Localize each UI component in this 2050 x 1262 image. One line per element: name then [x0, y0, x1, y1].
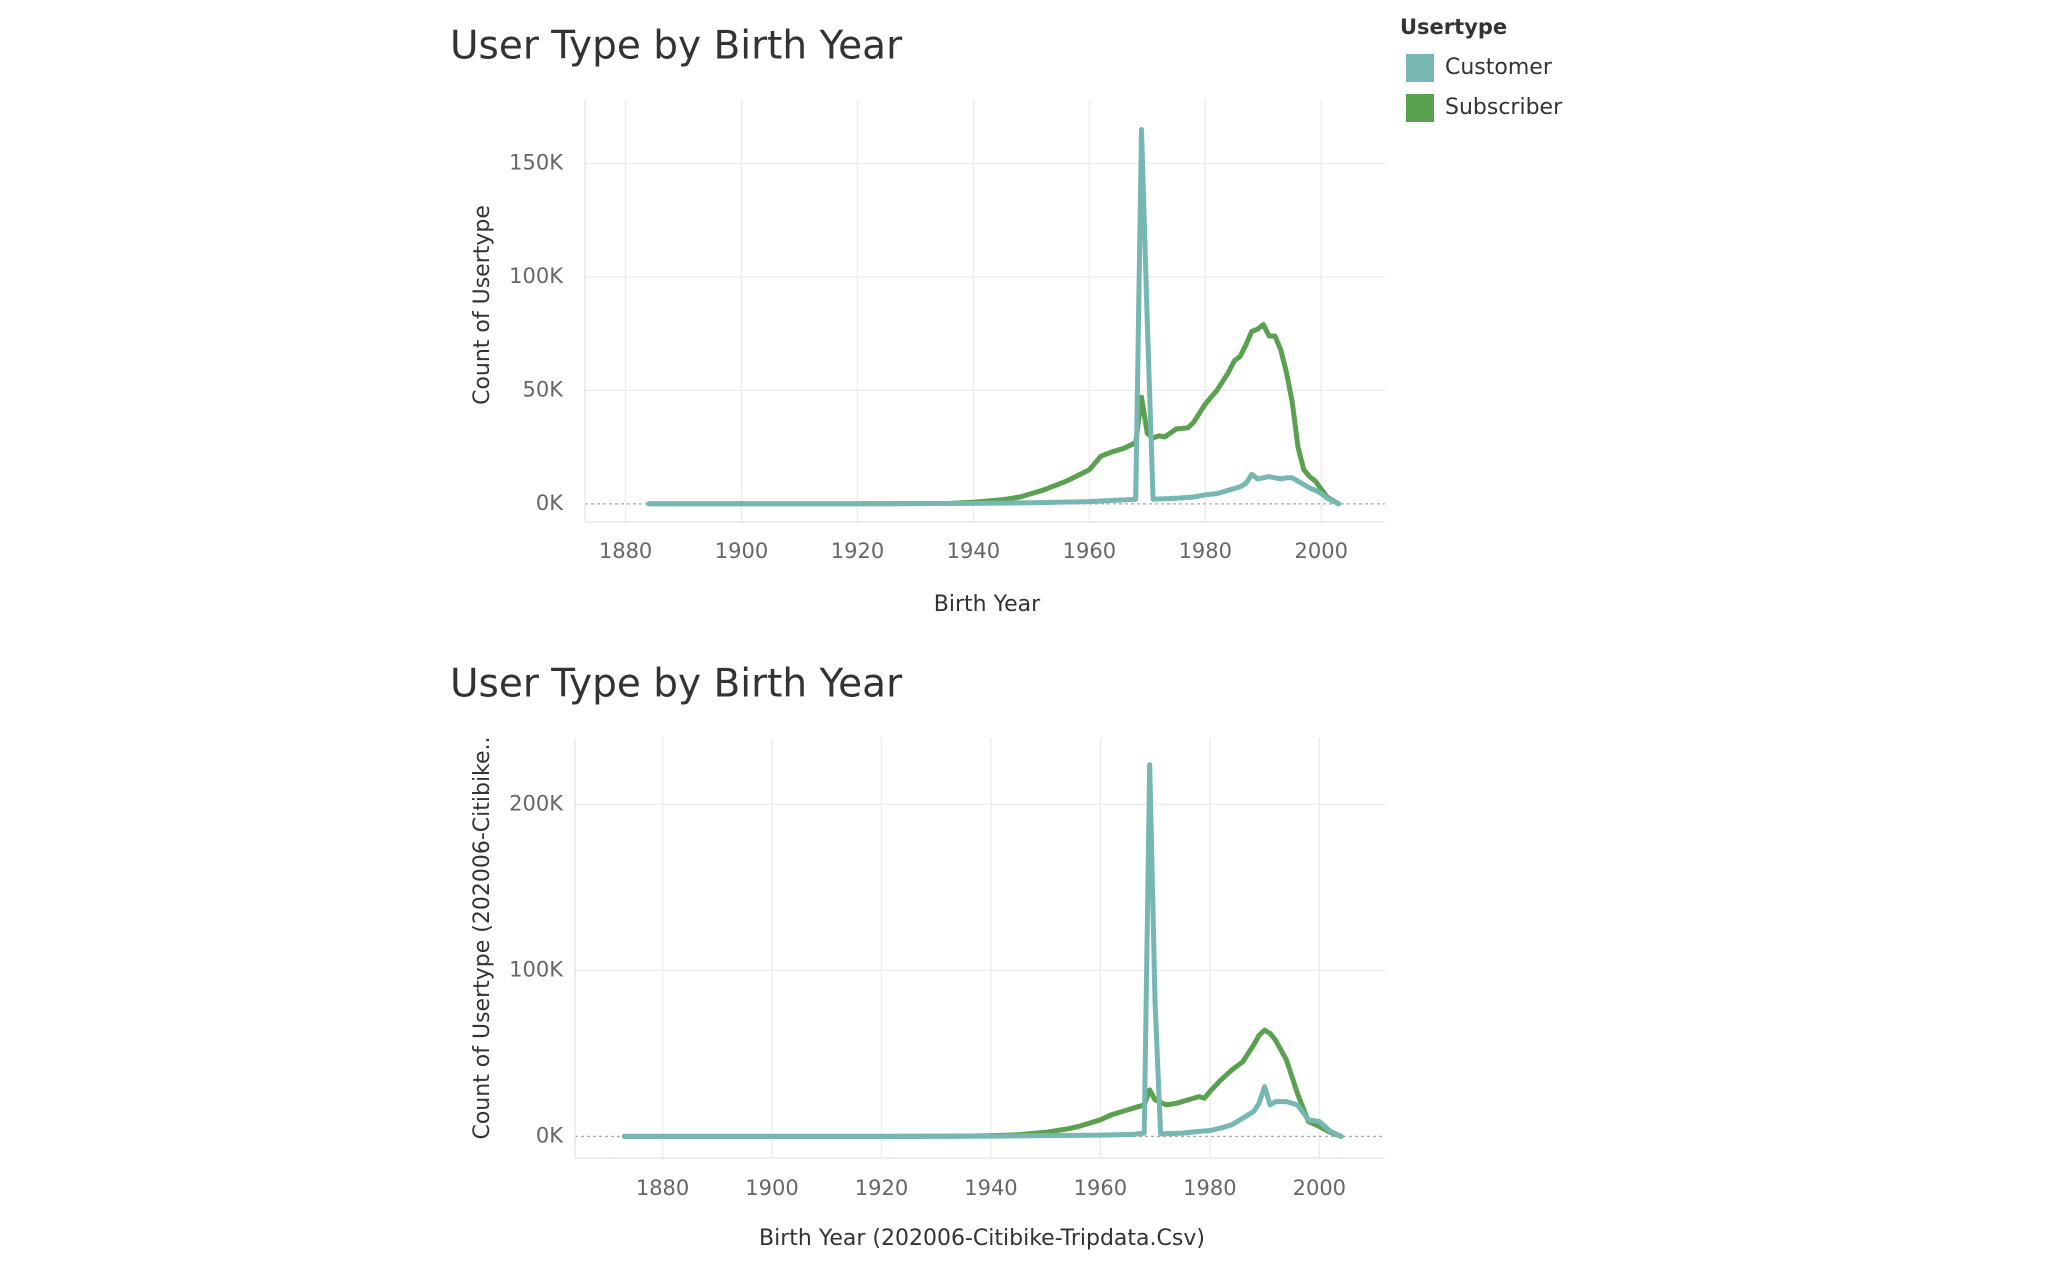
- legend-label-customer: Customer: [1445, 55, 1553, 80]
- y-tick-label: 150K: [509, 151, 564, 175]
- series-line-subscriber: [621, 1027, 1344, 1139]
- legend-swatch-subscriber: [1406, 94, 1434, 122]
- x-tick-label: 1920: [855, 1176, 908, 1200]
- x-axis-title: Birth Year (202006-Citibike-Tripdata.Csv…: [759, 1226, 1205, 1251]
- y-tick-label: 100K: [509, 264, 564, 288]
- y-tick-label: 50K: [523, 377, 565, 401]
- x-tick-label: 1900: [745, 1176, 798, 1200]
- x-tick-label: 1980: [1179, 539, 1232, 563]
- series-line-customer: [646, 127, 1342, 507]
- legend-title: Usertype: [1400, 15, 1507, 39]
- x-tick-label: 2000: [1293, 1176, 1346, 1200]
- x-tick-label: 1920: [831, 539, 884, 563]
- y-axis-title: Count of Usertype: [470, 205, 495, 405]
- chart-user-type-by-birth-year-citibike: User Type by Birth Year 1880 1900 1920 1940 1…: [450, 662, 1385, 1251]
- chart-title: User Type by Birth Year: [450, 662, 903, 707]
- x-tick-label: 1900: [715, 539, 768, 563]
- series-line-subscriber: [646, 322, 1342, 507]
- x-tick-label: 2000: [1295, 539, 1348, 563]
- series-line-customer: [621, 762, 1344, 1139]
- y-tick-label: 0K: [536, 1123, 564, 1147]
- x-tick-label: 1940: [964, 1176, 1017, 1200]
- x-tick-label: 1960: [1063, 539, 1116, 563]
- y-tick-label: 100K: [509, 957, 564, 981]
- chart-user-type-by-birth-year: User Type by Birth Year 1880 1900 1920 1940 1…: [450, 24, 1385, 617]
- legend-swatch-customer: [1406, 54, 1434, 82]
- y-tick-label: 0K: [536, 491, 564, 515]
- x-tick-label: 1960: [1074, 1176, 1127, 1200]
- x-tick-label: 1940: [947, 539, 1000, 563]
- x-tick-label: 1980: [1183, 1176, 1236, 1200]
- y-axis-title: Count of Usertype (202006-Citibike..: [470, 736, 495, 1139]
- chart-title: User Type by Birth Year: [450, 24, 903, 69]
- x-axis-title: Birth Year: [934, 592, 1041, 617]
- usertype-legend: Usertype Customer Subscriber: [1400, 15, 1563, 122]
- y-tick-label: 200K: [509, 791, 564, 815]
- x-tick-label: 1880: [599, 539, 652, 563]
- x-tick-label: 1880: [636, 1176, 689, 1200]
- legend-label-subscriber: Subscriber: [1445, 95, 1563, 120]
